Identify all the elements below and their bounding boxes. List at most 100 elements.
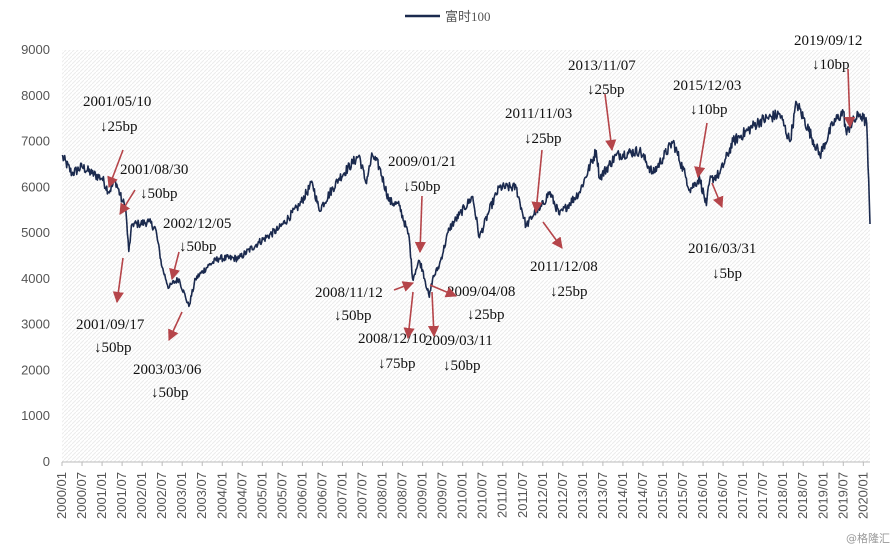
x-tick-label: 2001/07 <box>114 472 129 519</box>
x-tick-label: 2012/01 <box>535 472 550 519</box>
x-tick-label: 2010/07 <box>475 472 490 519</box>
y-tick-label: 0 <box>43 454 50 469</box>
x-tick-label: 2014/07 <box>635 472 650 519</box>
annotation-arrow <box>531 149 543 214</box>
annotation-date: 2003/03/06 <box>133 362 202 378</box>
series-line <box>61 100 871 308</box>
x-tick-label: 2011/07 <box>515 472 530 518</box>
annotation: 2011/11/03 ↓25bp <box>505 106 572 214</box>
annotation-date: 2011/11/03 <box>505 106 572 122</box>
x-tick-label: 2011/01 <box>495 472 510 518</box>
annotation-arrow <box>414 195 426 254</box>
x-tick-label: 2010/01 <box>455 472 470 519</box>
annotation: 2001/09/17 ↓50bp <box>76 257 145 356</box>
annotation-arrow <box>542 221 563 249</box>
x-axis: 2000/01 2000/07 2001/01 2001/07 2002/01 2002/… <box>54 462 870 519</box>
annotation-date: 2009/01/21 <box>388 154 456 170</box>
annotation-cut: ↓10bp <box>812 57 850 73</box>
annotation-cut: ↓25bp <box>100 119 138 135</box>
annotation: 2001/05/10 ↓25bp <box>83 94 151 189</box>
annotation-arrow <box>112 257 124 304</box>
x-tick-label: 2015/07 <box>675 472 690 519</box>
annotation: 2009/01/21 ↓50bp <box>388 154 456 254</box>
x-tick-label: 2003/07 <box>194 472 209 519</box>
x-tick-label: 2006/07 <box>314 472 329 519</box>
annotation-layer: 2001/05/10↓25bp2001/08/30↓50bp2001/09/17… <box>76 33 862 401</box>
x-tick-label: 2003/01 <box>174 472 189 519</box>
x-tick-label: 2015/01 <box>655 472 670 519</box>
annotation-date: 2009/04/08 <box>447 284 515 300</box>
annotation-date: 2011/12/08 <box>530 259 598 275</box>
y-tick-label: 3000 <box>21 317 50 332</box>
annotation-cut: ↓10bp <box>690 102 728 118</box>
x-tick-label: 2017/01 <box>735 472 750 519</box>
annotation-arrow <box>168 311 183 342</box>
annotation-arrow <box>694 122 708 179</box>
y-axis: 0 1000 2000 3000 4000 5000 6000 7000 8000 9000 <box>21 42 870 469</box>
annotation-date: 2001/08/30 <box>120 162 188 178</box>
annotation: 2003/03/06 ↓50bp <box>133 311 202 401</box>
watermark: @格隆汇 <box>846 531 890 545</box>
annotation: 2019/09/12 ↓10bp <box>794 33 862 129</box>
x-tick-label: 2004/01 <box>214 472 229 519</box>
x-tick-label: 2014/01 <box>615 472 630 519</box>
annotation-cut: ↓50bp <box>443 358 481 374</box>
annotation-cut: ↓25bp <box>550 284 588 300</box>
y-tick-label: 5000 <box>21 225 50 240</box>
legend: 富时100 <box>405 9 491 24</box>
x-tick-label: 2013/01 <box>575 472 590 519</box>
annotation-cut: ↓25bp <box>524 131 562 147</box>
annotation: 2008/12/10 ↓75bp <box>358 291 426 372</box>
annotation: 2008/11/12 ↓50bp <box>315 281 415 324</box>
annotation: 2011/12/08 ↓25bp <box>530 221 598 300</box>
x-tick-label: 2000/01 <box>54 472 69 519</box>
x-tick-label: 2019/01 <box>815 472 830 519</box>
x-tick-label: 2007/07 <box>354 472 369 519</box>
x-tick-label: 2008/07 <box>395 472 410 519</box>
annotation-cut: ↓50bp <box>140 186 178 202</box>
x-tick-label: 2002/01 <box>134 472 149 519</box>
annotation-cut: ↓50bp <box>94 340 132 356</box>
annotation-arrow <box>429 284 458 298</box>
annotation-arrow <box>119 189 136 215</box>
annotation-cut: ↓25bp <box>467 307 505 323</box>
x-tick-label: 2018/07 <box>795 472 810 519</box>
annotation-date: 2019/09/12 <box>794 33 862 49</box>
annotation-arrow <box>169 251 180 281</box>
y-tick-label: 1000 <box>21 408 50 423</box>
x-tick-label: 2018/01 <box>775 472 790 519</box>
y-tick-label: 4000 <box>21 271 50 286</box>
annotation-date: 2001/09/17 <box>76 317 145 333</box>
x-tick-label: 2009/01 <box>415 472 430 519</box>
x-tick-label: 2001/01 <box>94 472 109 519</box>
annotation: 2016/03/31 ↓5bp <box>688 182 756 282</box>
x-tick-label: 2002/07 <box>154 472 169 519</box>
x-tick-label: 2000/07 <box>74 472 89 519</box>
annotation: 2009/03/11 ↓50bp <box>425 291 493 374</box>
x-tick-label: 2017/07 <box>755 472 770 519</box>
x-tick-label: 2005/01 <box>254 472 269 519</box>
annotation-arrow <box>711 182 724 209</box>
annotation-arrow <box>393 281 415 292</box>
annotation-arrow <box>107 149 124 189</box>
x-tick-label: 2007/01 <box>334 472 349 519</box>
annotation-date: 2016/03/31 <box>688 241 756 257</box>
y-tick-label: 6000 <box>21 179 50 194</box>
x-tick-label: 2008/01 <box>375 472 390 519</box>
annotation-cut: ↓75bp <box>378 356 416 372</box>
annotation-cut: ↓50bp <box>403 179 441 195</box>
plot-area-background <box>62 50 870 462</box>
x-tick-label: 2004/07 <box>234 472 249 519</box>
x-tick-label: 2006/01 <box>294 472 309 519</box>
annotation: 2013/11/07 ↓25bp <box>568 58 636 152</box>
annotation: 2009/04/08 ↓25bp <box>429 284 515 323</box>
annotation-cut: ↓50bp <box>334 308 372 324</box>
x-tick-label: 2013/07 <box>595 472 610 519</box>
annotation-arrow <box>403 291 415 340</box>
x-tick-label: 2016/01 <box>695 472 710 519</box>
annotation-date: 2015/12/03 <box>673 78 741 94</box>
x-tick-label: 2009/07 <box>435 472 450 519</box>
annotation-arrow <box>844 68 856 129</box>
annotation-date: 2008/11/12 <box>315 285 383 301</box>
